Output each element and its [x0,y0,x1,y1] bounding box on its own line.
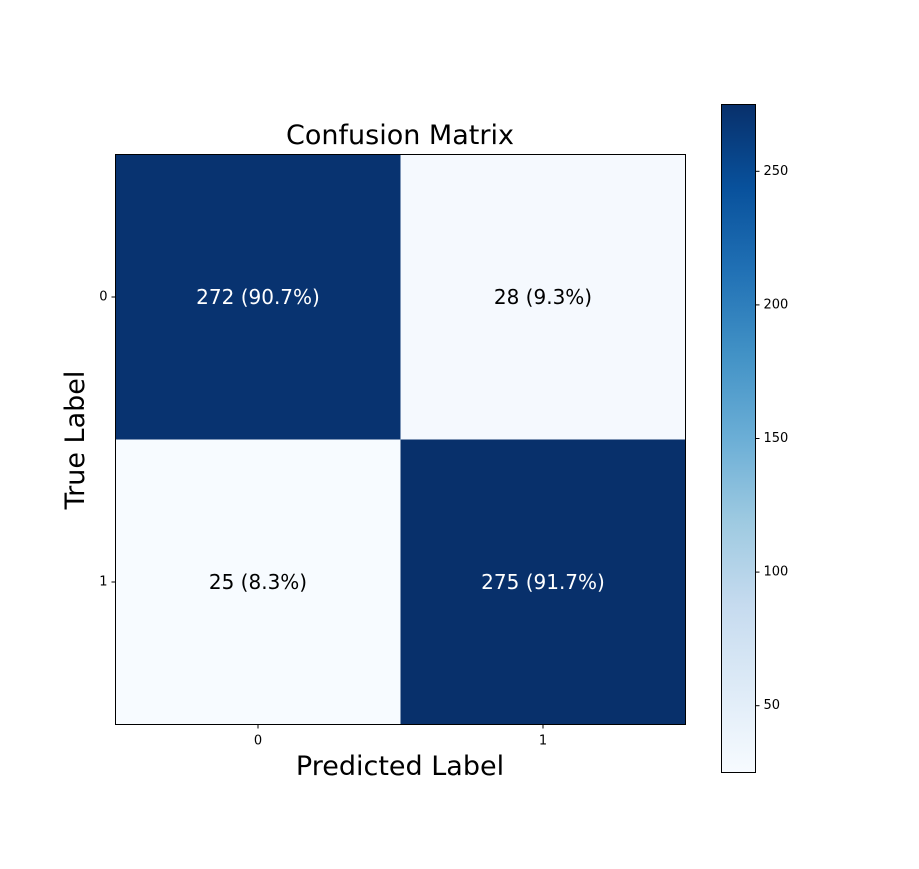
cell-label-0-0: 272 (90.7%) [196,285,320,309]
cell-label-1-0: 25 (8.3%) [209,570,307,594]
colorbar-tick-label-1: 100 [764,565,789,580]
heatmap-cells [115,154,686,725]
cell-1-0 [115,439,401,725]
colorbar-tick-label-0: 50 [764,698,781,713]
x-axis-label: Predicted Label [296,751,504,782]
colorbar [721,104,756,773]
chart-title: Confusion Matrix [286,120,514,151]
colorbar-tick-label-3: 200 [764,297,789,312]
colorbar-tick-label-2: 150 [764,431,789,446]
y-tick-label-0: 0 [99,290,107,305]
cell-0-1 [400,154,686,440]
y-tick-label-1: 1 [99,575,107,590]
x-tick-label-0: 0 [254,734,262,749]
cell-0-0 [115,154,401,440]
x-tick-label-1: 1 [539,734,547,749]
y-axis-label: True Label [60,371,91,511]
y-axis-ticks: 01 [99,290,116,590]
colorbar-ticks: 50 100 150 200 250 [755,164,789,713]
cell-1-1 [400,439,686,725]
plot-frame [115,154,686,725]
cell-label-1-1: 275 (91.7%) [481,570,605,594]
heatmap-cell-labels: 272 (90.7%) 28 (9.3%) 25 (8.3%) 275 (91.7%) [196,285,605,594]
colorbar-tick-label-4: 250 [764,164,789,179]
cell-label-0-1: 28 (9.3%) [494,285,592,309]
